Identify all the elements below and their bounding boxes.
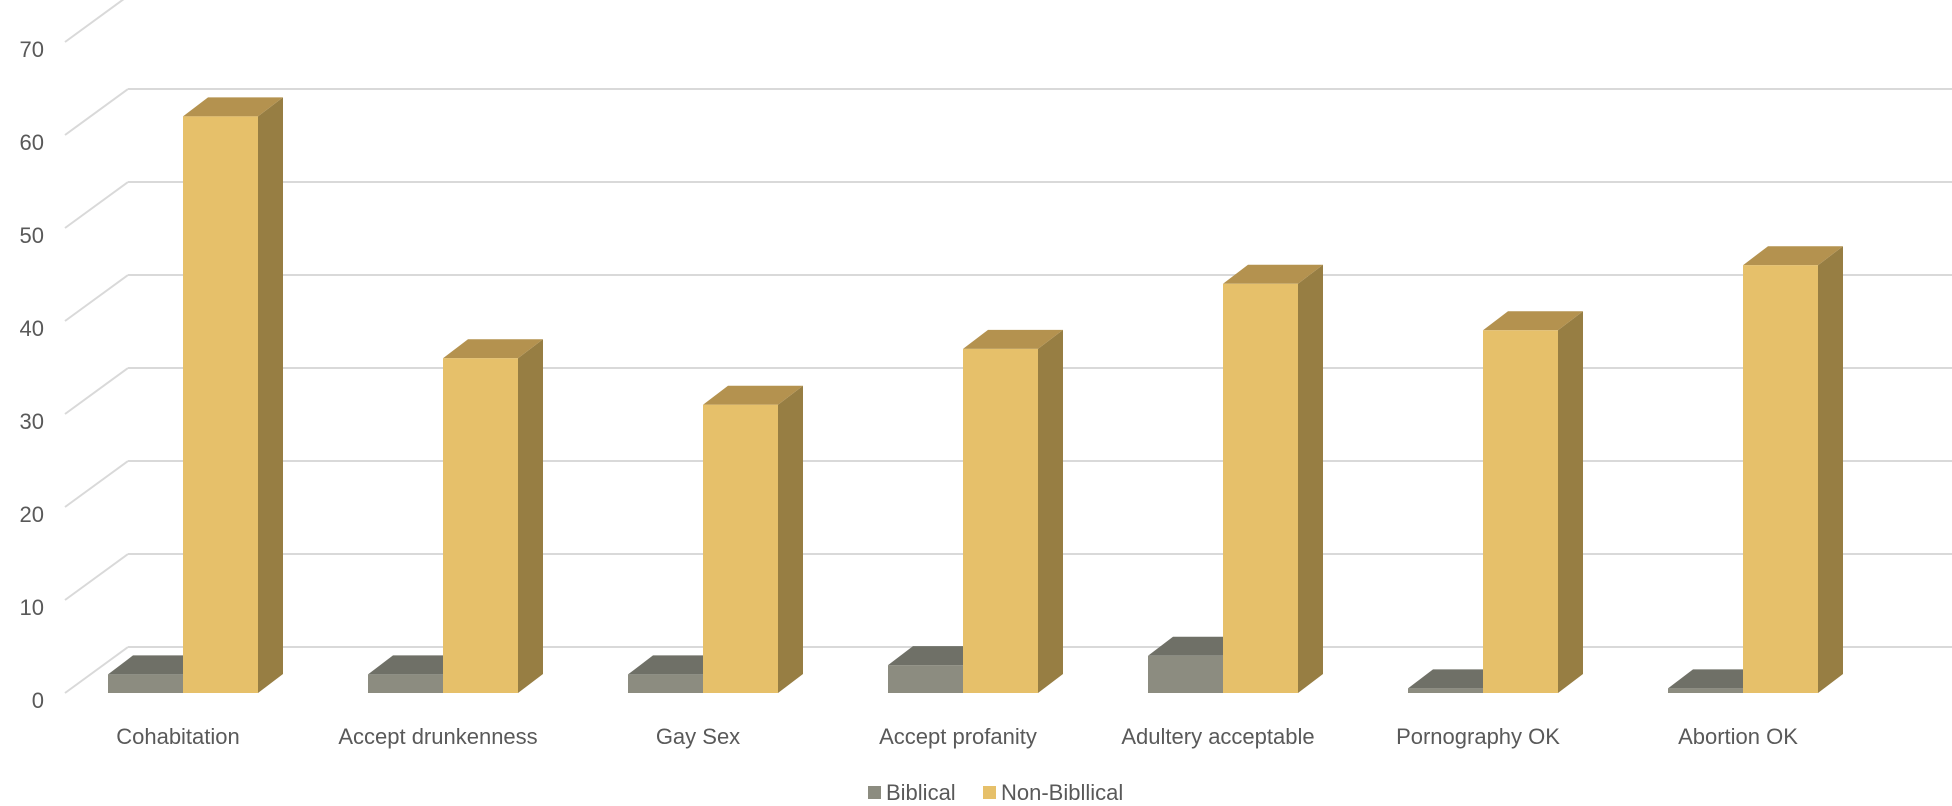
gridline-depth bbox=[64, 88, 129, 136]
bar-side bbox=[778, 385, 803, 693]
bar-front bbox=[1743, 265, 1818, 693]
gridline-depth bbox=[64, 0, 125, 43]
bar-front bbox=[963, 348, 1038, 693]
y-tick-label: 60 bbox=[20, 130, 44, 155]
bar-non-biblical bbox=[183, 97, 283, 693]
bar-front bbox=[703, 404, 778, 693]
legend-item: Biblical bbox=[868, 780, 956, 805]
bar-front bbox=[1148, 655, 1223, 693]
bar-top bbox=[1223, 264, 1323, 284]
bar-front bbox=[888, 665, 963, 693]
bar-side bbox=[1038, 329, 1063, 693]
bar-front bbox=[183, 116, 258, 693]
legend-swatch bbox=[983, 786, 996, 799]
bars bbox=[108, 97, 1843, 693]
bar-front bbox=[443, 358, 518, 693]
bar-non-biblical bbox=[443, 339, 543, 693]
bar-side bbox=[1818, 246, 1843, 693]
y-tick-label: 50 bbox=[20, 223, 44, 248]
legend-item: Non-Bibllical bbox=[983, 780, 1123, 805]
bar-top bbox=[183, 97, 283, 117]
y-tick-label: 30 bbox=[20, 409, 44, 434]
x-tick-label: Pornography OK bbox=[1396, 724, 1560, 749]
gridline-depth bbox=[64, 460, 129, 508]
bar-front bbox=[368, 674, 443, 693]
legend-label: Non-Bibllical bbox=[1001, 780, 1123, 805]
bar-top bbox=[1483, 311, 1583, 331]
legend-swatch bbox=[868, 786, 881, 799]
bar-front bbox=[628, 674, 703, 693]
x-tick-label: Gay Sex bbox=[656, 724, 740, 749]
gridline-depth bbox=[64, 367, 129, 415]
x-axis: Cohabitation Accept drunkenness Gay Sex Acc… bbox=[116, 724, 1798, 749]
bar-side bbox=[518, 339, 543, 693]
bar-front bbox=[1408, 688, 1483, 693]
bar-front bbox=[1483, 330, 1558, 693]
y-tick-label: 20 bbox=[20, 502, 44, 527]
y-tick-label: 10 bbox=[20, 595, 44, 620]
gridline-depth bbox=[64, 274, 129, 322]
bar-front bbox=[1223, 283, 1298, 693]
bar-front bbox=[108, 674, 183, 693]
x-tick-label: Cohabitation bbox=[116, 724, 240, 749]
y-axis: 0 10 20 30 40 50 60 70 bbox=[20, 37, 44, 713]
gridline-depth bbox=[64, 553, 129, 601]
bar-top bbox=[963, 329, 1063, 349]
y-tick-label: 0 bbox=[32, 688, 44, 713]
bar-side bbox=[1558, 311, 1583, 693]
bar-non-biblical bbox=[1483, 311, 1583, 693]
bar-side bbox=[1298, 264, 1323, 693]
bar-non-biblical bbox=[1743, 246, 1843, 693]
x-tick-label: Accept drunkenness bbox=[338, 724, 537, 749]
bar-top bbox=[443, 339, 543, 359]
y-tick-label: 40 bbox=[20, 316, 44, 341]
bar-non-biblical bbox=[963, 329, 1063, 693]
bar-front bbox=[1668, 688, 1743, 693]
y-tick-label: 70 bbox=[20, 37, 44, 62]
x-tick-label: Abortion OK bbox=[1678, 724, 1798, 749]
legend-label: Biblical bbox=[886, 780, 956, 805]
gridline-depth bbox=[64, 181, 129, 229]
bar-top bbox=[1743, 246, 1843, 266]
legend: Biblical Non-Bibllical bbox=[868, 780, 1123, 805]
bar-side bbox=[258, 97, 283, 693]
gridline-depth bbox=[64, 646, 129, 694]
x-tick-label: Accept profanity bbox=[879, 724, 1037, 749]
bar-non-biblical bbox=[703, 385, 803, 693]
bar-non-biblical bbox=[1223, 264, 1323, 693]
bar-top bbox=[703, 385, 803, 405]
x-tick-label: Adultery acceptable bbox=[1121, 724, 1314, 749]
